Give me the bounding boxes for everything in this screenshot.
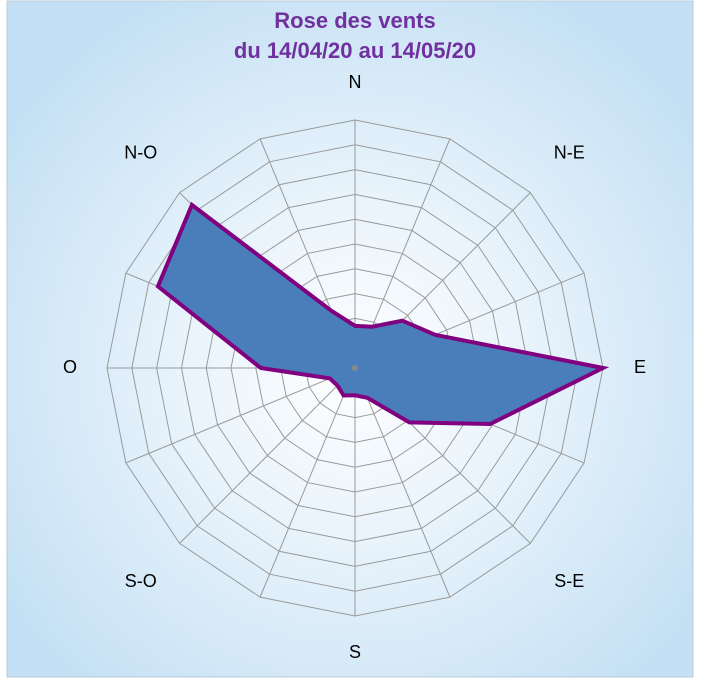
- direction-label: N: [349, 72, 362, 92]
- grid-spoke: [125, 367, 356, 464]
- radar: N N-E E S-E S S-O O N-O: [63, 72, 646, 662]
- direction-label: O: [63, 357, 77, 377]
- direction-label: N-E: [554, 142, 585, 162]
- direction-label: S-O: [125, 571, 157, 591]
- chart-title: Rose des vents: [274, 8, 435, 33]
- direction-label: E: [634, 357, 646, 377]
- center: [352, 365, 358, 371]
- chart-subtitle: du 14/04/20 au 14/05/20: [234, 38, 476, 63]
- direction-label: N-O: [124, 142, 157, 162]
- wind-area: [155, 201, 610, 427]
- direction-label: S: [349, 642, 361, 662]
- grid-spoke: [179, 367, 356, 544]
- grid-spoke: [354, 367, 451, 598]
- direction-label: S-E: [554, 571, 584, 591]
- grid-spoke: [259, 367, 356, 598]
